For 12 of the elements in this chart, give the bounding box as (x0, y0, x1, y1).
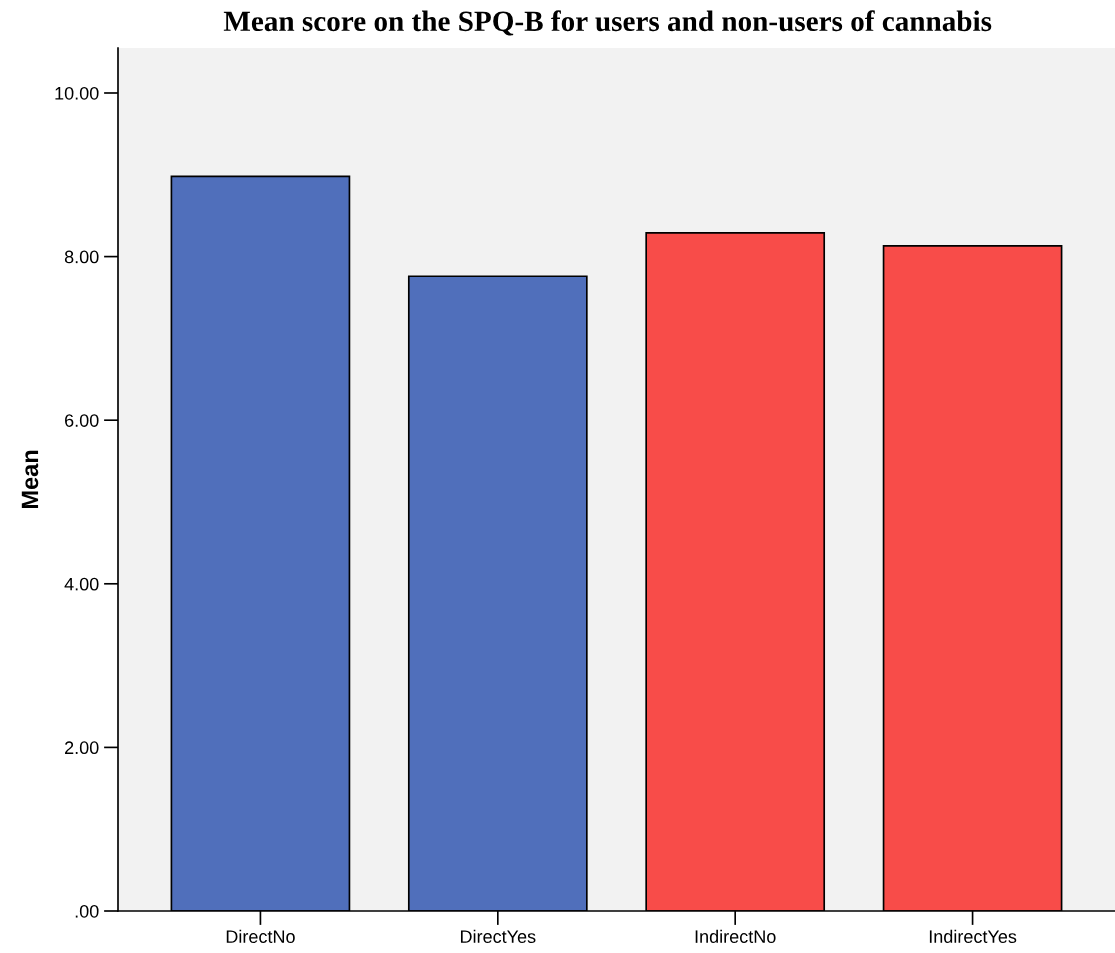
x-tick-label: IndirectNo (695, 929, 776, 944)
y-tick-label: .00 (75, 904, 99, 918)
x-tick-label: DirectYes (460, 929, 536, 944)
y-axis-title: Mean (21, 450, 39, 509)
x-tick-label: IndirectYes (929, 929, 1017, 944)
y-tick-label: 8.00 (64, 250, 99, 264)
x-tick-label: DirectNo (226, 929, 295, 944)
y-tick-label: 4.00 (64, 577, 99, 591)
chart-title: Mean score on the SPQ-B for users and non-users of cannabis (223, 10, 992, 36)
y-tick-label: 10.00 (55, 86, 99, 100)
y-tick-label: 2.00 (65, 741, 99, 755)
y-tick-label: 6.00 (65, 414, 99, 427)
